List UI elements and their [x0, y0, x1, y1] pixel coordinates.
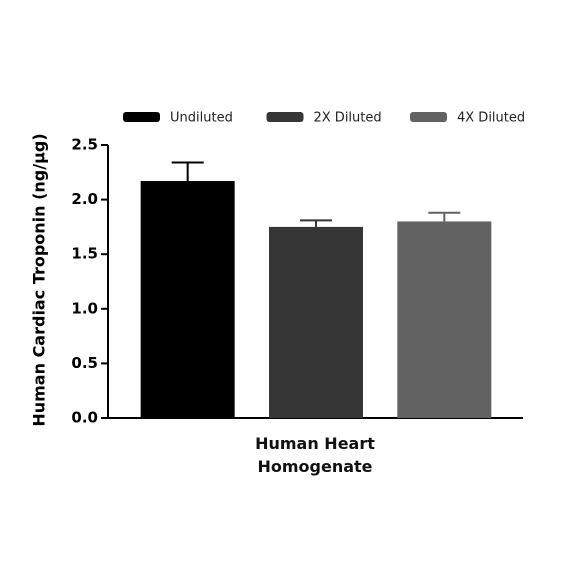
legend-swatch	[410, 112, 447, 122]
legend-label: 4X Diluted	[457, 111, 525, 126]
x-tick-label: Human Heart Homogenate	[255, 434, 375, 476]
y-tick-label: 0.5	[71, 354, 98, 372]
legend-swatch	[266, 112, 304, 122]
bar	[140, 181, 235, 418]
y-tick-label: 1.0	[71, 299, 98, 317]
y-tick-label: 2.5	[71, 136, 98, 154]
legend-swatch	[123, 112, 160, 122]
legend-label: Undiluted	[170, 111, 233, 126]
bar	[397, 221, 492, 418]
bar	[269, 226, 363, 418]
y-tick-label: 1.5	[71, 245, 98, 263]
y-tick-label: 0.0	[71, 409, 98, 427]
y-axis-label: Human Cardiac Troponin (ng/µg)	[30, 133, 49, 426]
y-tick-label: 2.0	[71, 190, 98, 208]
legend-label: 2X Diluted	[314, 111, 382, 126]
